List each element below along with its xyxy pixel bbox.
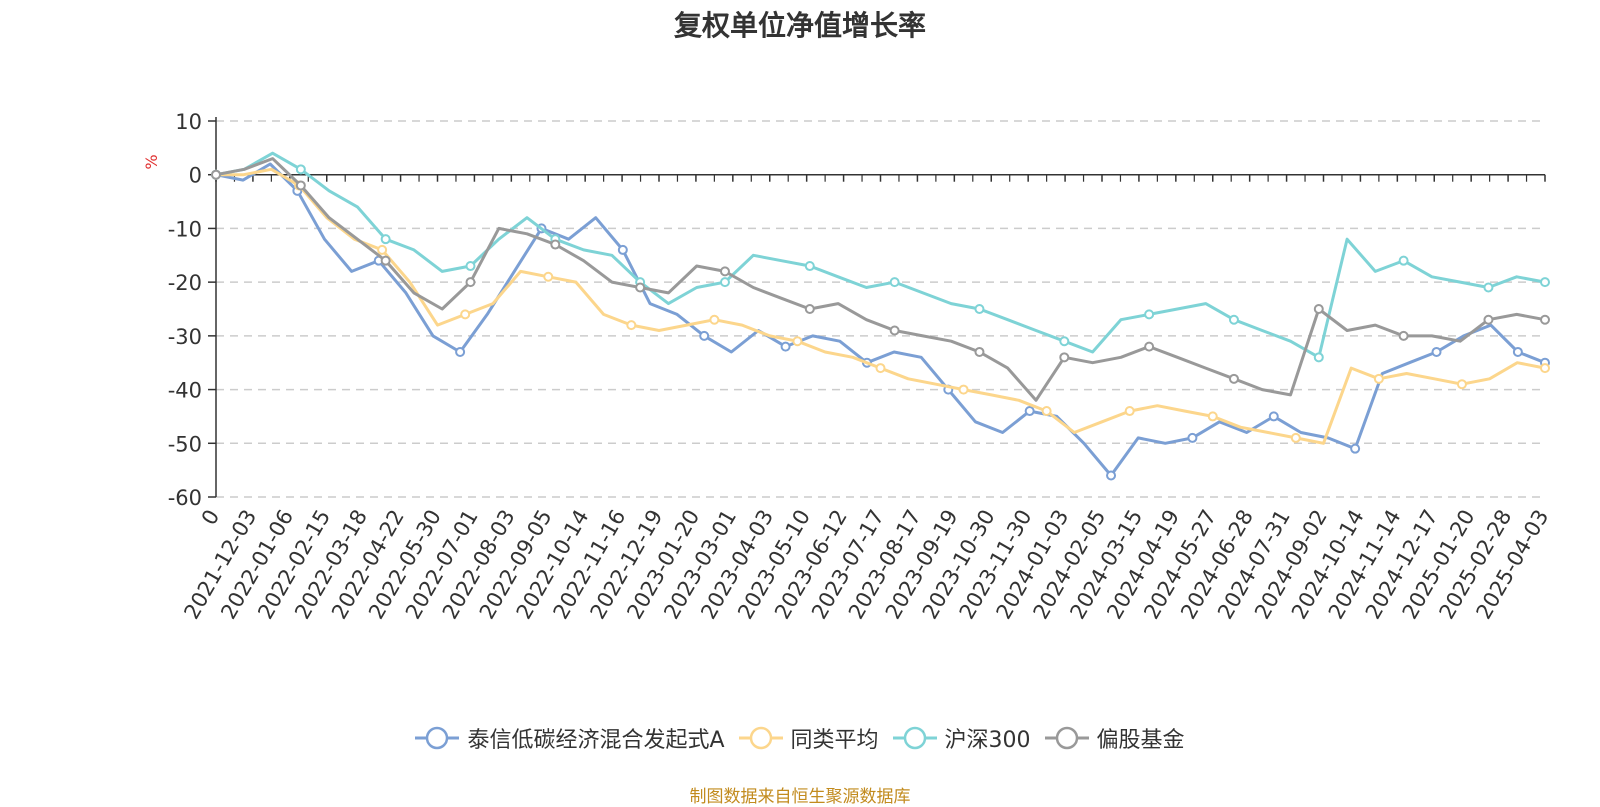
data-source-note: 制图数据来自恒生聚源数据库 — [689, 787, 911, 807]
data-point — [1398, 330, 1409, 341]
data-point — [1540, 277, 1550, 288]
data-point — [1187, 432, 1198, 443]
data-point — [792, 336, 803, 347]
legend-swatch — [415, 726, 460, 750]
data-point — [1124, 406, 1135, 417]
data-point — [1540, 363, 1550, 374]
data-point — [875, 363, 886, 374]
legend-item[interactable]: 泰信低碳经济混合发起式A — [415, 722, 725, 754]
y-tick-label: -10 — [168, 217, 202, 241]
data-point — [889, 325, 900, 336]
data-point — [974, 346, 985, 357]
data-point — [1041, 406, 1052, 417]
data-point — [780, 341, 791, 352]
data-point — [719, 266, 730, 277]
data-point — [1228, 373, 1239, 384]
data-point — [1431, 346, 1442, 357]
data-point — [1313, 352, 1324, 363]
legend-label: 同类平均 — [790, 728, 879, 753]
legend-label: 泰信低碳经济混合发起式A — [467, 728, 725, 753]
y-tick-label: -50 — [168, 432, 202, 456]
data-point — [1228, 314, 1239, 325]
data-point — [889, 277, 900, 288]
legend-label: 偏股基金 — [1096, 728, 1185, 753]
legend-item[interactable]: 偏股基金 — [1044, 722, 1185, 754]
chart-title: 复权单位净值增长率 — [673, 9, 926, 42]
series-line — [215, 162, 1546, 477]
y-tick-label: -60 — [168, 486, 202, 510]
data-point — [1512, 346, 1523, 357]
legend-swatch — [1044, 726, 1089, 750]
data-point — [635, 282, 646, 293]
y-axis-label: % — [142, 154, 161, 169]
data-point — [699, 330, 710, 341]
data-point — [465, 261, 476, 272]
data-point — [1207, 411, 1218, 422]
data-point — [455, 346, 466, 357]
series-line — [215, 157, 1546, 402]
data-point — [1144, 341, 1155, 352]
data-point — [1483, 314, 1494, 325]
y-tick-label: -40 — [168, 379, 202, 403]
data-point — [211, 169, 221, 180]
data-point — [550, 239, 561, 250]
data-point — [1106, 470, 1117, 481]
data-point — [804, 304, 815, 314]
data-point — [1456, 379, 1467, 390]
data-point — [380, 234, 391, 245]
y-tick-label: -30 — [168, 325, 202, 349]
data-point — [380, 255, 391, 266]
data-point — [1290, 432, 1301, 443]
data-point — [1350, 443, 1361, 454]
data-point — [958, 384, 969, 395]
data-point — [1024, 406, 1035, 417]
data-point — [543, 271, 554, 282]
data-point — [1144, 309, 1155, 320]
data-point — [719, 277, 730, 288]
x-tick-label: 0 — [197, 506, 224, 530]
data-point — [1268, 411, 1279, 422]
data-point — [1313, 304, 1324, 314]
y-tick-label: 10 — [175, 110, 202, 134]
y-tick-label: -20 — [168, 271, 202, 295]
data-point — [974, 304, 985, 314]
data-point — [1059, 352, 1070, 363]
data-point — [1540, 314, 1550, 325]
series-line — [215, 151, 1546, 359]
data-point — [1373, 373, 1384, 384]
legend-item[interactable]: 同类平均 — [738, 722, 879, 754]
data-point — [465, 277, 476, 288]
chart-legend: 泰信低碳经济混合发起式A 同类平均 沪深300 偏股基金 — [0, 722, 1600, 754]
data-point — [460, 309, 471, 320]
legend-label: 沪深300 — [944, 728, 1031, 753]
legend-item[interactable]: 沪深300 — [892, 722, 1031, 754]
legend-swatch — [892, 726, 937, 750]
data-point — [1398, 255, 1409, 266]
data-point — [1483, 282, 1494, 293]
data-point — [709, 314, 720, 325]
legend-swatch — [738, 726, 783, 750]
data-point — [377, 244, 388, 255]
data-point — [295, 180, 306, 191]
data-point — [804, 261, 815, 272]
y-tick-label: 0 — [189, 164, 202, 188]
data-point — [626, 320, 637, 331]
data-point — [617, 244, 628, 255]
data-point — [295, 164, 306, 175]
data-point — [1059, 336, 1070, 347]
